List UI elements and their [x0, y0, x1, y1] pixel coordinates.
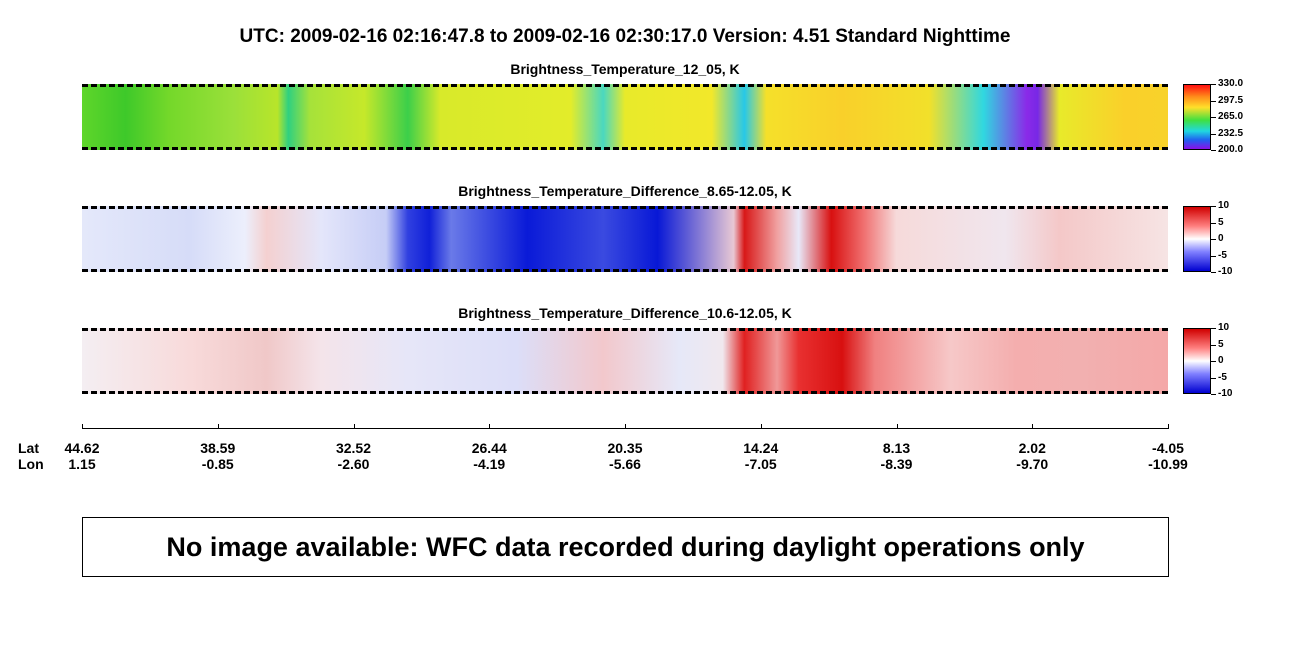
lat-label: Lat: [18, 440, 39, 456]
lat-value: 8.13: [882, 440, 911, 456]
colorbar-label: -10: [1218, 266, 1233, 277]
colorbar-label: -5: [1218, 371, 1227, 383]
colorbar-tick: [1211, 222, 1216, 224]
panel-title: Brightness_Temperature_12_05, K: [510, 61, 740, 77]
lon-value: -7.05: [744, 456, 777, 472]
colorbar-tick: [1211, 272, 1216, 273]
colorbar-label: 0: [1218, 355, 1224, 366]
lon-label: Lon: [18, 456, 44, 472]
colorbar-tick: [1211, 206, 1216, 207]
lat-value: 20.35: [607, 440, 643, 456]
colorbar-label: 10: [1218, 200, 1230, 211]
image-strip: [82, 206, 1168, 272]
lon-value: -8.39: [880, 456, 913, 472]
colorbar-label: 10: [1218, 322, 1230, 333]
axis-tick: [489, 424, 491, 429]
axis-tick: [760, 424, 762, 429]
colorbar-tick: [1211, 133, 1216, 135]
colorbar-tick: [1211, 84, 1216, 85]
colorbar-tick: [1211, 377, 1216, 379]
colorbar: [1183, 206, 1211, 272]
lon-value: -9.70: [1016, 456, 1049, 472]
lon-value: -4.19: [473, 456, 506, 472]
lon-value: -10.99: [1148, 456, 1188, 472]
colorbar-label: 330.0: [1218, 78, 1244, 89]
colorbar-tick: [1211, 117, 1216, 118]
colorbar-label: 265.0: [1218, 111, 1244, 122]
colorbar-label: -10: [1218, 388, 1233, 399]
colorbar-label: -5: [1218, 249, 1227, 261]
lat-value: 14.24: [743, 440, 779, 456]
colorbar: [1183, 328, 1211, 394]
colorbar-tick: [1211, 255, 1216, 257]
colorbar-label: 297.5: [1218, 94, 1244, 106]
axis-tick: [82, 424, 83, 429]
page-title: UTC: 2009-02-16 02:16:47.8 to 2009-02-16…: [239, 26, 1011, 47]
lat-value: 2.02: [1018, 440, 1046, 456]
colorbar-label: 5: [1218, 216, 1224, 228]
lon-value: -5.66: [609, 456, 641, 472]
axis-tick: [1032, 424, 1034, 429]
lat-value: 26.44: [471, 440, 507, 456]
lon-value: -0.85: [201, 456, 234, 472]
colorbar-tick: [1211, 344, 1216, 346]
axis-tick: [896, 424, 898, 429]
panel-title: Brightness_Temperature_Difference_8.65-1…: [458, 183, 792, 199]
lat-value: 44.62: [64, 440, 100, 456]
lat-value: 38.59: [200, 440, 236, 456]
lon-value: 1.15: [68, 456, 96, 472]
colorbar: [1183, 84, 1211, 150]
message-box: No image available: WFC data recorded du…: [82, 517, 1169, 577]
colorbar-label: 232.5: [1218, 127, 1244, 139]
lat-value: 32.52: [335, 440, 372, 456]
axis-tick: [1168, 424, 1169, 429]
colorbar-tick: [1211, 150, 1216, 151]
axis-tick: [217, 424, 219, 429]
colorbar-tick: [1211, 239, 1216, 240]
image-strip: [82, 84, 1168, 150]
panel-title: Brightness_Temperature_Difference_10.6-1…: [458, 305, 792, 321]
lat-value: -4.05: [1152, 440, 1184, 456]
message-text: No image available: WFC data recorded du…: [166, 531, 1085, 562]
colorbar-tick: [1211, 328, 1216, 329]
colorbar-tick: [1211, 361, 1216, 362]
colorbar-label: 0: [1218, 233, 1224, 244]
lon-value: -2.60: [337, 456, 370, 472]
colorbar-tick: [1211, 394, 1216, 395]
axis-tick: [353, 424, 355, 429]
colorbar-tick: [1211, 100, 1216, 102]
colorbar-label: 200.0: [1218, 144, 1244, 155]
image-strip: [82, 328, 1168, 394]
colorbar-label: 5: [1218, 338, 1224, 350]
axis-tick: [625, 424, 626, 429]
